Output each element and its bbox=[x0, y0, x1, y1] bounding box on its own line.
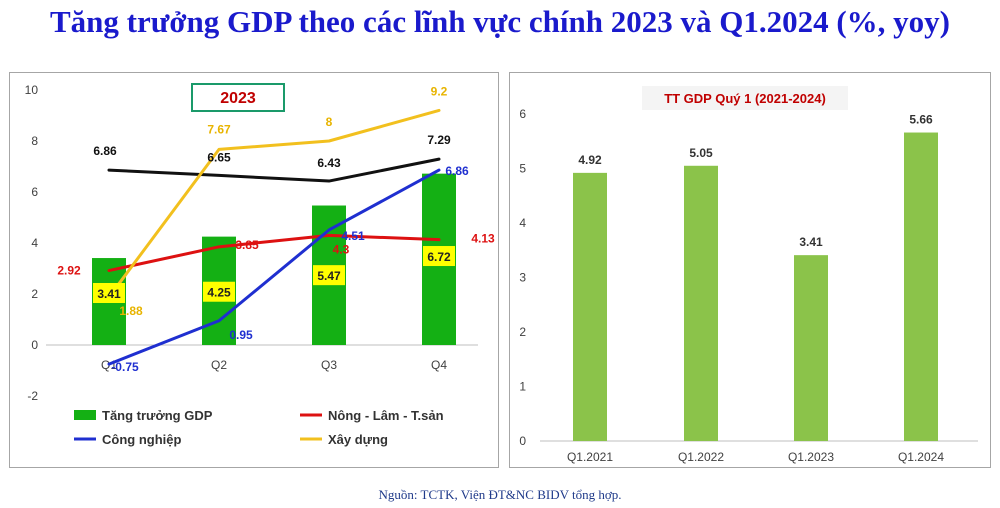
y-tick-label: 10 bbox=[25, 83, 39, 97]
year-badge bbox=[191, 83, 285, 112]
industry-data-label: 6.86 bbox=[445, 164, 469, 178]
legend-agriculture-label: Nông - Lâm - T.sản bbox=[328, 408, 444, 423]
x-tick-label: Q1.2023 bbox=[788, 450, 834, 464]
y-tick-label: 5 bbox=[519, 162, 526, 176]
gdp-bar-value-label: 6.72 bbox=[427, 250, 451, 264]
gdp-bar-value-label: 3.41 bbox=[97, 287, 121, 301]
source-note: Nguồn: TCTK, Viện ĐT&NC BIDV tổng hợp. bbox=[378, 487, 622, 502]
services-data-label: 6.86 bbox=[93, 144, 117, 158]
bar-label-box bbox=[203, 281, 235, 302]
q1-bar-value-label: 3.41 bbox=[799, 235, 823, 249]
chart-q1-gdp: TT GDP Quý 1 (2021-2024) 0 1 2 3 4 5 6 4.92 Q1.20… bbox=[519, 86, 978, 464]
q1-bar-value-label: 4.92 bbox=[578, 153, 602, 167]
y-tick-label: 0 bbox=[31, 338, 38, 352]
y-tick-label: -2 bbox=[27, 389, 38, 403]
agriculture-data-label: 4.13 bbox=[471, 232, 495, 246]
y-tick-label: 4 bbox=[31, 236, 38, 250]
y-tick-label: 0 bbox=[519, 434, 526, 448]
x-tick-label: Q4 bbox=[431, 358, 447, 372]
chart-2023-panel: -2 0 2 4 6 8 10 Q1 Q2 Q3 Q4 3.41 4.25 5.47 6.72 2.92 3.8… bbox=[9, 72, 499, 468]
chart-q1-panel: TT GDP Quý 1 (2021-2024) 0 1 2 3 4 5 6 4.92 Q1.20… bbox=[509, 72, 991, 468]
gdp-bar-value-label: 5.47 bbox=[317, 269, 341, 283]
agriculture-data-label: 3.85 bbox=[235, 238, 259, 252]
agriculture-line bbox=[107, 233, 441, 273]
y-tick-label: 8 bbox=[31, 134, 38, 148]
page-title: Tăng trưởng GDP theo các lĩnh vực chính … bbox=[50, 4, 950, 39]
y-tick-label: 2 bbox=[519, 325, 526, 339]
y-tick-label: 2 bbox=[31, 287, 38, 301]
gdp-bar-value-label: 4.25 bbox=[207, 286, 231, 300]
industry-data-label: -0.75 bbox=[111, 360, 139, 374]
year-badge-label: 2023 bbox=[220, 90, 256, 107]
q1-bar-q1-2022 bbox=[684, 165, 718, 441]
q1-bar-value-label: 5.05 bbox=[689, 146, 713, 160]
chart-title-box bbox=[642, 86, 848, 110]
x-tick-label: Q2 bbox=[211, 358, 227, 372]
q1-bar-q1-2024 bbox=[904, 132, 938, 441]
construction-line bbox=[107, 108, 441, 299]
x-tick-label: Q1.2024 bbox=[898, 450, 944, 464]
q1-bar-q1-2023 bbox=[794, 255, 828, 441]
bar-label-box bbox=[93, 283, 125, 303]
legend-gdp-swatch bbox=[74, 410, 96, 420]
y-tick-label: 1 bbox=[519, 380, 526, 394]
y-tick-label: 4 bbox=[519, 216, 526, 230]
services-line bbox=[107, 157, 441, 183]
chart-title: TT GDP Quý 1 (2021-2024) bbox=[664, 91, 826, 106]
services-data-label: 6.43 bbox=[317, 156, 341, 170]
construction-data-label: 7.67 bbox=[207, 122, 231, 136]
legend-industry-label: Công nghiệp bbox=[102, 432, 181, 447]
legend-gdp-label: Tăng trưởng GDP bbox=[102, 408, 213, 423]
agriculture-data-label: 2.92 bbox=[57, 264, 81, 278]
bar-label-box bbox=[423, 246, 455, 267]
x-tick-label: Q1.2022 bbox=[678, 450, 724, 464]
x-tick-label: Q1.2021 bbox=[567, 450, 613, 464]
y-tick-label: 6 bbox=[519, 107, 526, 121]
legend-construction-label: Xây dựng bbox=[328, 432, 388, 447]
industry-data-label: 0.95 bbox=[229, 328, 253, 342]
y-tick-label: 6 bbox=[31, 185, 38, 199]
industry-line bbox=[107, 168, 441, 366]
services-data-label: 7.29 bbox=[427, 133, 451, 147]
construction-data-label: 8 bbox=[326, 115, 333, 129]
construction-data-label: 1.88 bbox=[119, 304, 143, 318]
construction-data-label: 9.2 bbox=[431, 84, 448, 98]
industry-data-label: 4.51 bbox=[341, 229, 365, 243]
x-tick-label: Q3 bbox=[321, 358, 337, 372]
agriculture-data-label: 4.3 bbox=[333, 242, 350, 256]
y-tick-label: 3 bbox=[519, 271, 526, 285]
q1-bar-q1-2021 bbox=[573, 172, 607, 442]
bar-label-box bbox=[313, 265, 345, 286]
q1-bar-value-label: 5.66 bbox=[909, 113, 933, 127]
services-data-label: 6.65 bbox=[207, 150, 231, 164]
